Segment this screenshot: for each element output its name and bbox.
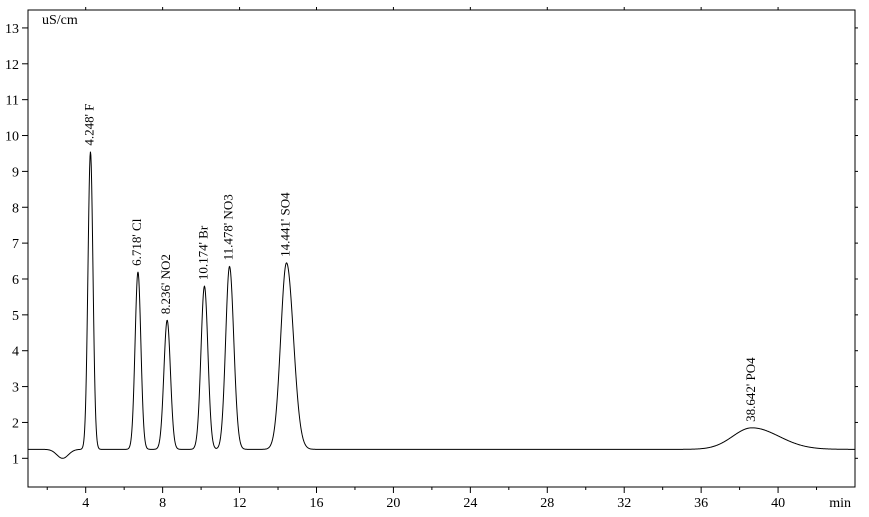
chromatogram-chart: 48121620242832364012345678910111213uS/cm… — [0, 0, 869, 517]
svg-text:24: 24 — [463, 496, 477, 511]
svg-text:6: 6 — [12, 273, 19, 288]
svg-text:10: 10 — [5, 130, 19, 145]
svg-text:11.478' NO3: 11.478' NO3 — [221, 194, 236, 260]
svg-text:40: 40 — [771, 496, 785, 511]
svg-text:4: 4 — [12, 345, 19, 360]
svg-text:12: 12 — [5, 58, 19, 73]
svg-text:uS/cm: uS/cm — [42, 13, 78, 28]
svg-text:32: 32 — [617, 496, 631, 511]
svg-text:8.236' NO2: 8.236' NO2 — [158, 254, 173, 314]
svg-text:3: 3 — [12, 381, 19, 396]
svg-text:10.174' Br: 10.174' Br — [195, 225, 210, 280]
svg-text:4.248' F: 4.248' F — [81, 104, 96, 146]
svg-text:11: 11 — [6, 94, 19, 109]
svg-text:12: 12 — [233, 496, 247, 511]
svg-text:2: 2 — [12, 416, 19, 431]
svg-text:8: 8 — [12, 201, 19, 216]
svg-text:8: 8 — [159, 496, 166, 511]
svg-text:9: 9 — [12, 165, 19, 180]
svg-text:28: 28 — [540, 496, 554, 511]
svg-text:5: 5 — [12, 309, 19, 324]
svg-text:16: 16 — [309, 496, 323, 511]
svg-text:6.718' Cl: 6.718' Cl — [129, 218, 144, 266]
svg-text:min: min — [829, 496, 851, 511]
chart-svg: 48121620242832364012345678910111213uS/cm… — [0, 0, 869, 517]
svg-text:4: 4 — [82, 496, 89, 511]
svg-text:20: 20 — [386, 496, 400, 511]
svg-text:1: 1 — [12, 452, 19, 467]
svg-text:14.441' SO4: 14.441' SO4 — [278, 192, 293, 257]
svg-text:38.642' PO4: 38.642' PO4 — [743, 357, 758, 422]
svg-text:13: 13 — [5, 22, 19, 37]
svg-text:7: 7 — [12, 237, 19, 252]
svg-text:36: 36 — [694, 496, 708, 511]
